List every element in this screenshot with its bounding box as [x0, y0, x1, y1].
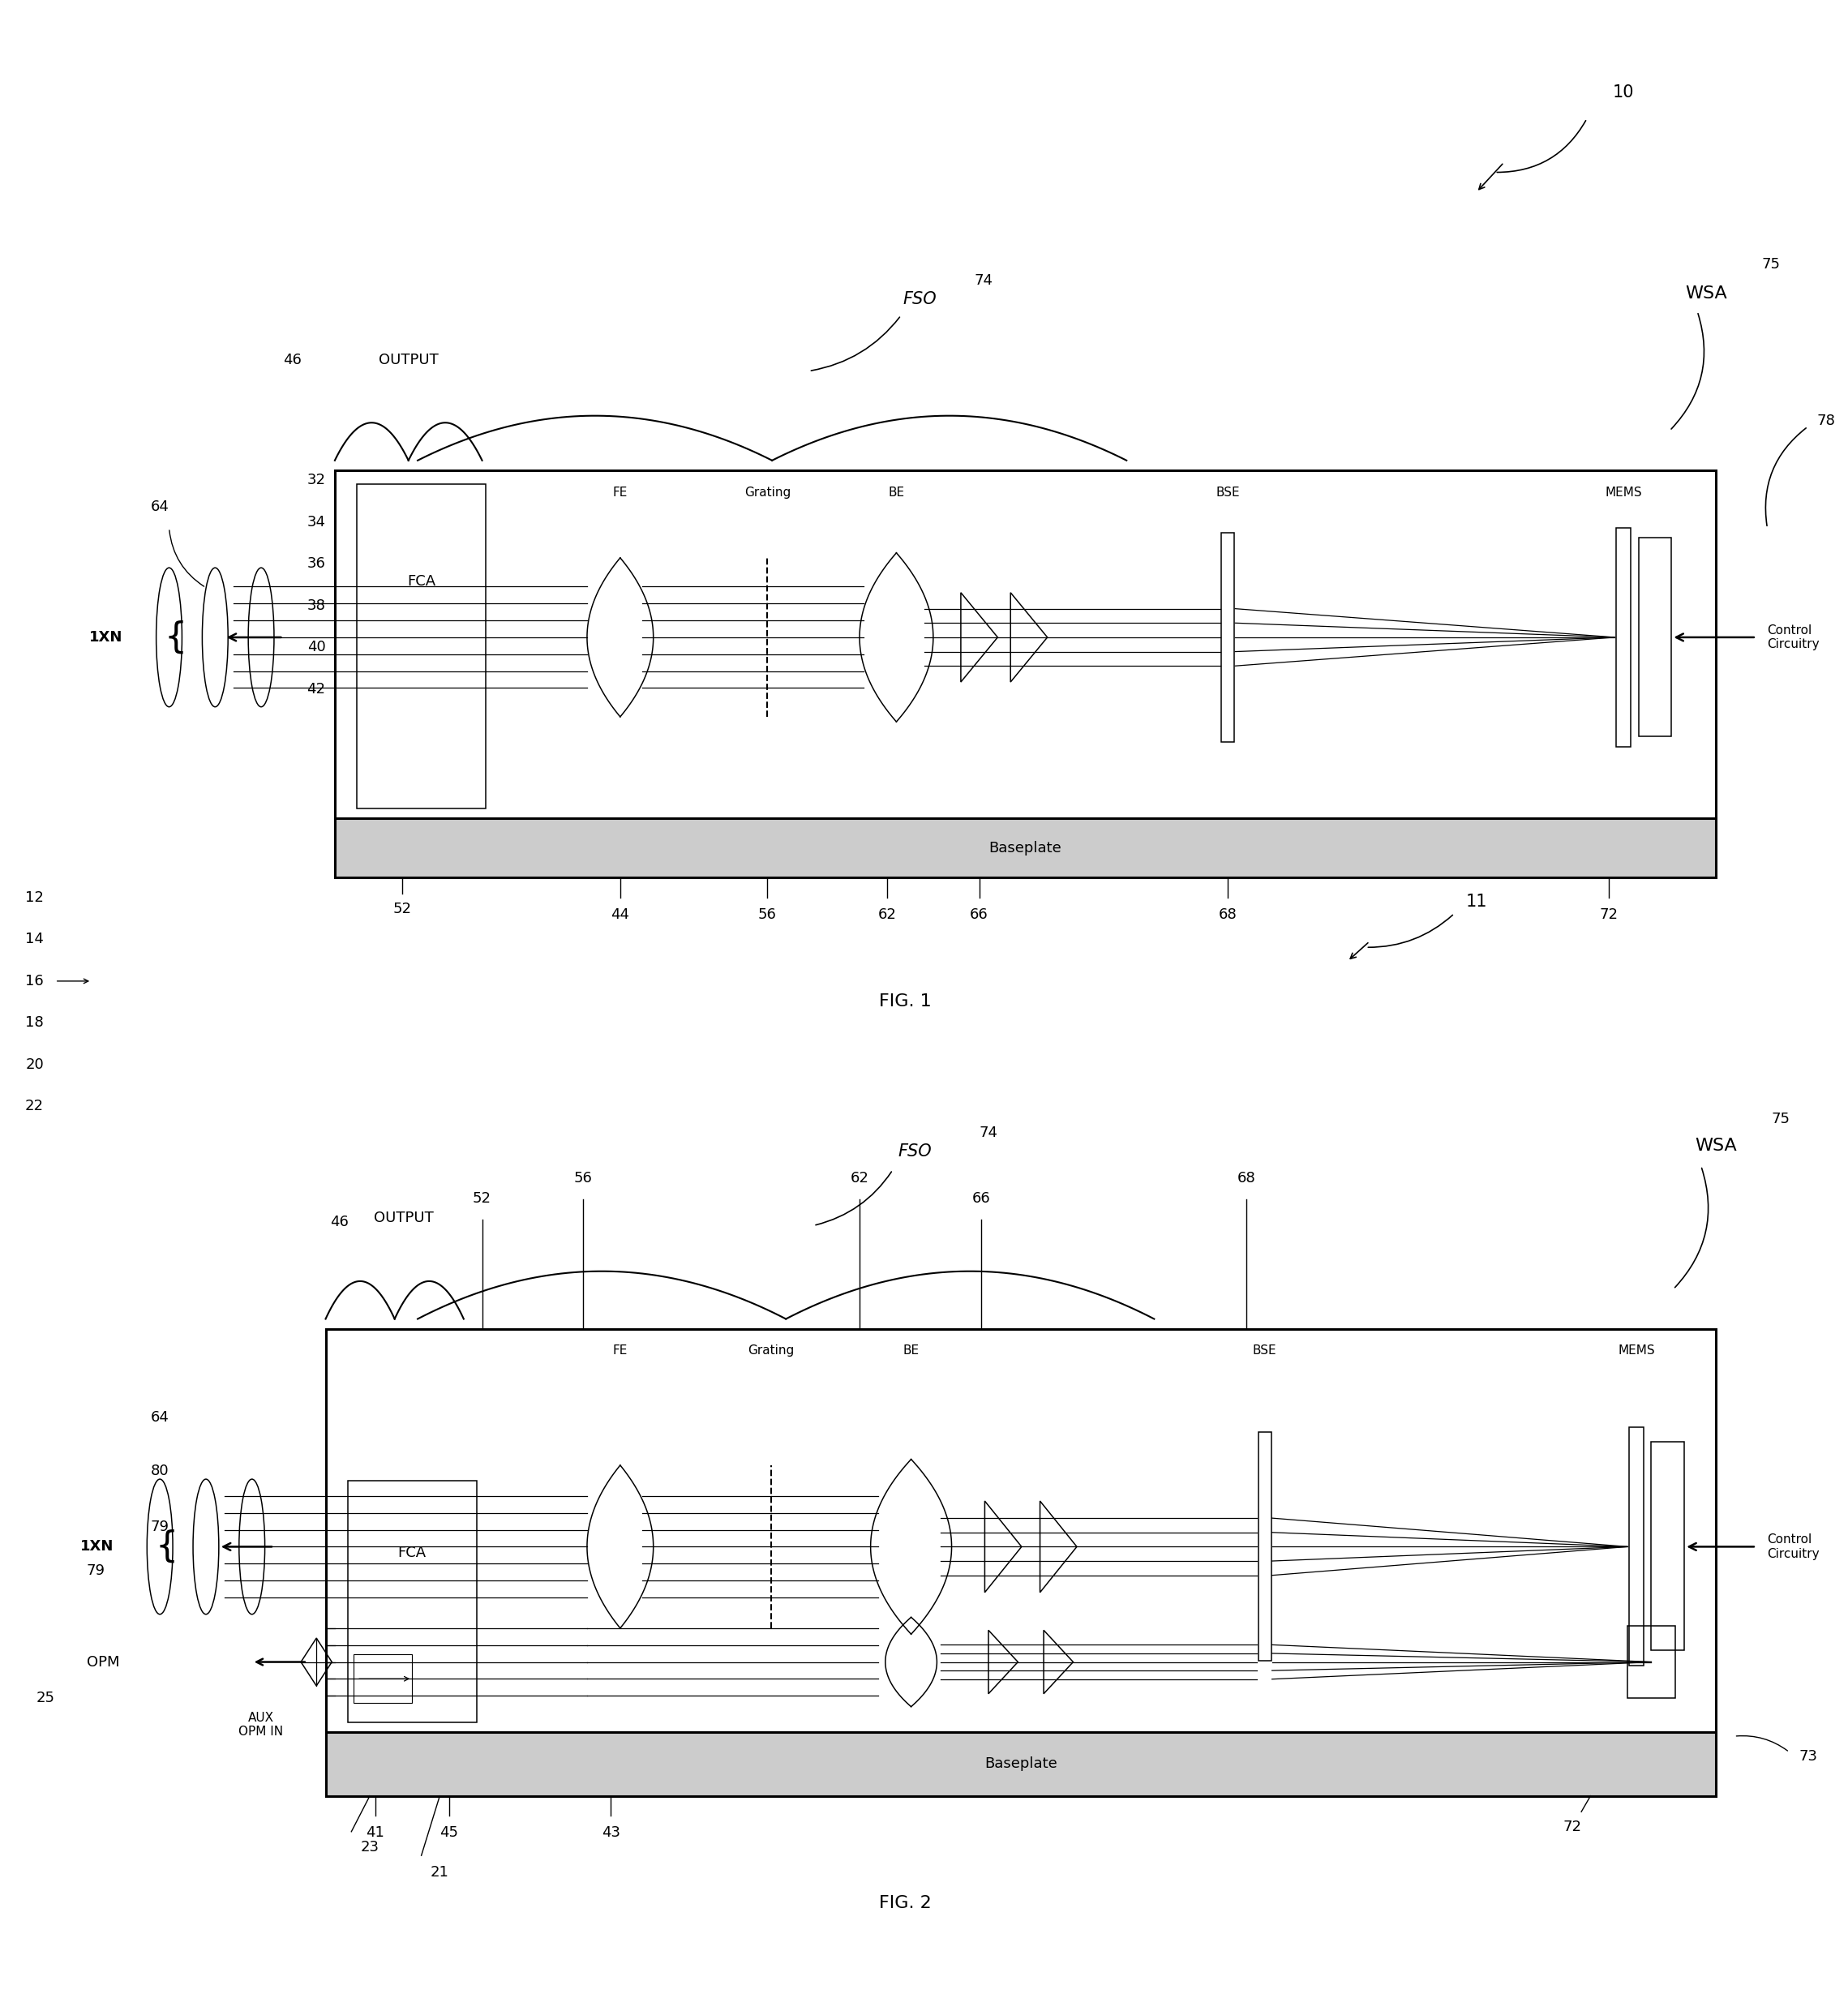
Text: 21: 21	[431, 1866, 449, 1880]
Text: 68: 68	[1218, 907, 1236, 921]
Text: 1XN: 1XN	[79, 1539, 115, 1553]
Text: 64: 64	[150, 500, 170, 514]
Text: 14: 14	[26, 931, 44, 947]
Text: Control
Circuitry: Control Circuitry	[1767, 624, 1820, 650]
Bar	[325, 1328, 1715, 1797]
Text: 74: 74	[974, 273, 992, 287]
Bar	[357, 485, 486, 808]
Text: 64: 64	[150, 1410, 168, 1426]
Text: 75: 75	[1770, 1111, 1789, 1127]
Text: 74: 74	[979, 1125, 998, 1141]
Bar	[1630, 1428, 1645, 1665]
Text: 36: 36	[307, 556, 325, 570]
Text: WSA: WSA	[1685, 285, 1728, 301]
Text: 42: 42	[307, 682, 325, 696]
Text: MEMS: MEMS	[1619, 1344, 1656, 1358]
Text: 11: 11	[1465, 893, 1488, 909]
Text: 45: 45	[440, 1827, 458, 1840]
Text: Control
Circuitry: Control Circuitry	[1767, 1533, 1820, 1559]
Text: 46: 46	[283, 353, 301, 367]
Text: 72: 72	[1600, 907, 1619, 921]
Text: 72: 72	[1563, 1821, 1582, 1834]
Text: 34: 34	[307, 514, 325, 528]
Text: 68: 68	[1236, 1170, 1255, 1186]
Text: MEMS: MEMS	[1606, 487, 1643, 498]
Text: FCA: FCA	[397, 1545, 427, 1559]
Text: 44: 44	[612, 907, 630, 921]
Text: 38: 38	[307, 598, 325, 612]
Text: 62: 62	[850, 1170, 869, 1186]
Text: 62: 62	[878, 907, 896, 921]
Bar	[1652, 1442, 1684, 1651]
Bar	[1222, 532, 1234, 742]
Text: 79: 79	[150, 1519, 168, 1533]
Text: WSA: WSA	[1695, 1139, 1737, 1155]
Text: 78: 78	[1817, 413, 1835, 429]
Text: OUTPUT: OUTPUT	[373, 1210, 434, 1226]
Bar	[1258, 1432, 1271, 1661]
Text: 66: 66	[970, 907, 989, 921]
Text: Baseplate: Baseplate	[985, 1757, 1057, 1771]
Text: OUTPUT: OUTPUT	[379, 353, 438, 367]
Text: 12: 12	[26, 891, 44, 905]
Text: 10: 10	[1613, 84, 1634, 102]
Text: 79: 79	[87, 1563, 105, 1577]
Text: BSE: BSE	[1253, 1344, 1277, 1358]
Text: FE: FE	[614, 1344, 628, 1358]
Text: FSO: FSO	[902, 291, 937, 307]
Text: Grating: Grating	[745, 487, 791, 498]
Text: 41: 41	[366, 1827, 384, 1840]
Text: 23: 23	[360, 1840, 379, 1854]
Text: 75: 75	[1761, 257, 1780, 271]
Text: Baseplate: Baseplate	[989, 841, 1061, 855]
Bar	[325, 1733, 1715, 1797]
Text: 52: 52	[392, 901, 412, 915]
Text: FIG. 2: FIG. 2	[880, 1894, 931, 1912]
Text: 52: 52	[473, 1190, 492, 1206]
Bar	[334, 471, 1715, 877]
Bar	[353, 1655, 412, 1703]
Text: FIG. 1: FIG. 1	[880, 993, 931, 1009]
Text: 16: 16	[26, 973, 44, 989]
Text: OPM: OPM	[87, 1655, 120, 1669]
Text: FE: FE	[614, 487, 628, 498]
Text: 1XN: 1XN	[89, 630, 124, 644]
Text: {: {	[155, 1529, 177, 1563]
Text: 56: 56	[758, 907, 776, 921]
Text: 40: 40	[307, 640, 325, 654]
Text: 32: 32	[307, 473, 325, 489]
Text: 80: 80	[152, 1464, 168, 1478]
Text: FSO: FSO	[898, 1145, 931, 1161]
Text: 20: 20	[26, 1057, 44, 1073]
Text: 22: 22	[26, 1099, 44, 1113]
Text: AUX
OPM IN: AUX OPM IN	[238, 1711, 283, 1739]
Bar	[1628, 1627, 1676, 1697]
Text: 46: 46	[331, 1214, 349, 1230]
Bar	[334, 818, 1715, 877]
Bar	[1639, 538, 1672, 736]
Text: 18: 18	[26, 1015, 44, 1031]
Text: 73: 73	[1798, 1749, 1817, 1763]
Text: BSE: BSE	[1216, 487, 1240, 498]
Text: {: {	[164, 620, 187, 654]
Text: BE: BE	[904, 1344, 918, 1358]
Text: BE: BE	[889, 487, 904, 498]
Text: 25: 25	[37, 1691, 55, 1705]
Text: 66: 66	[972, 1190, 991, 1206]
Text: FCA: FCA	[407, 574, 436, 588]
Text: Grating: Grating	[748, 1344, 795, 1358]
Text: 56: 56	[575, 1170, 593, 1186]
Text: 43: 43	[602, 1827, 621, 1840]
Bar	[347, 1480, 477, 1723]
Bar	[1617, 528, 1632, 746]
